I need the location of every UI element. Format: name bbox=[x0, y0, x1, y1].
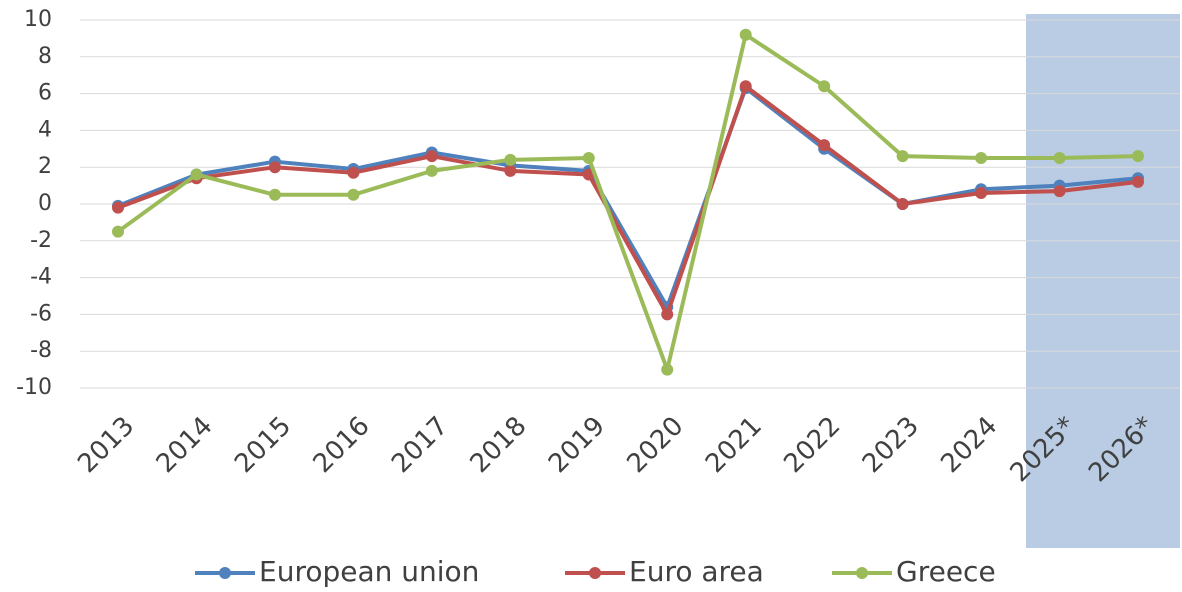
x-tick-label: 2017 bbox=[386, 411, 454, 479]
point bbox=[896, 150, 909, 163]
point bbox=[739, 80, 752, 93]
y-tick-label: 0 bbox=[38, 191, 52, 216]
y-tick-label: -8 bbox=[30, 338, 52, 363]
legend-marker bbox=[856, 567, 868, 579]
y-tick-label: -4 bbox=[30, 265, 52, 290]
point bbox=[268, 161, 281, 174]
x-tick-label: 2018 bbox=[465, 411, 533, 479]
point bbox=[1053, 185, 1066, 198]
forecast-shade bbox=[1026, 14, 1180, 548]
series-line bbox=[116, 32, 1139, 372]
legend-label: Euro area bbox=[629, 555, 764, 588]
x-tick-label: 2021 bbox=[700, 411, 768, 479]
x-tick-label: 2020 bbox=[621, 411, 689, 479]
x-tick-label: 2016 bbox=[308, 411, 376, 479]
point bbox=[975, 186, 988, 199]
point bbox=[268, 188, 281, 201]
y-tick-label: 8 bbox=[38, 44, 52, 69]
point bbox=[112, 225, 124, 238]
point bbox=[425, 164, 438, 177]
y-tick-label: -6 bbox=[30, 301, 52, 326]
point bbox=[112, 201, 124, 214]
y-tick-label: -10 bbox=[16, 375, 52, 400]
x-tick-label: 2013 bbox=[72, 411, 140, 479]
legend-label: Greece bbox=[896, 555, 996, 588]
point bbox=[190, 168, 203, 181]
point bbox=[661, 308, 674, 321]
point bbox=[1053, 152, 1066, 164]
point bbox=[896, 198, 909, 210]
x-tick-label: 2019 bbox=[543, 411, 611, 479]
point bbox=[425, 150, 438, 163]
x-tick-label: 2014 bbox=[151, 411, 219, 479]
point bbox=[347, 188, 360, 201]
point bbox=[504, 164, 517, 177]
series-line bbox=[117, 86, 1139, 310]
point bbox=[582, 152, 595, 164]
series-line bbox=[117, 84, 1139, 317]
x-tick-label: 2015 bbox=[229, 411, 297, 479]
x-tick-label: 2024 bbox=[935, 411, 1003, 479]
legend-marker bbox=[219, 567, 231, 579]
point bbox=[347, 166, 360, 179]
x-tick-label: 2022 bbox=[778, 411, 846, 479]
point bbox=[818, 139, 831, 152]
point bbox=[975, 152, 988, 164]
legend-marker bbox=[589, 567, 601, 579]
point bbox=[1132, 150, 1144, 163]
point bbox=[504, 153, 517, 166]
y-tick-label: 4 bbox=[38, 117, 52, 142]
point bbox=[1132, 175, 1144, 188]
point bbox=[661, 363, 674, 376]
point bbox=[739, 28, 752, 41]
point bbox=[818, 80, 831, 93]
y-tick-label: -2 bbox=[30, 228, 52, 253]
x-tick-label: 2023 bbox=[857, 411, 925, 479]
legend-label: European union bbox=[259, 555, 479, 588]
y-tick-label: 6 bbox=[38, 81, 52, 106]
y-tick-label: 2 bbox=[38, 154, 52, 179]
y-tick-label: 10 bbox=[24, 7, 52, 32]
